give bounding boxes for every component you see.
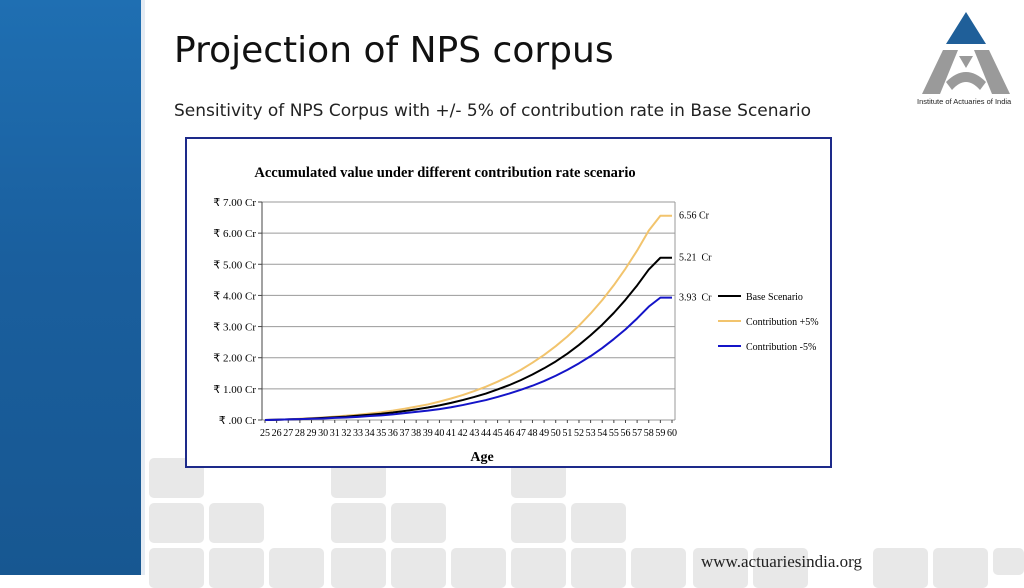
y-tick-label: ₹ 6.00 Cr	[213, 228, 256, 240]
x-tick-label: 46	[504, 428, 514, 439]
x-tick-label: 31	[330, 428, 340, 439]
end-label-layer: 5.21 Cr 6.56 Cr 3.93 Cr	[679, 211, 712, 304]
bg-tile	[993, 548, 1024, 575]
bg-tile	[149, 548, 204, 588]
series-end-label: 5.21 Cr	[679, 253, 712, 264]
x-axis-label: Age	[470, 450, 493, 465]
bg-tile	[331, 503, 386, 543]
x-tick-label: 25	[260, 428, 270, 439]
x-tick-label: 52	[574, 428, 584, 439]
chart-frame	[185, 137, 832, 468]
bg-tile	[571, 548, 626, 588]
logo-blue-triangle	[946, 12, 986, 44]
x-tick-label: 36	[388, 428, 398, 439]
x-tick-label: 43	[469, 428, 479, 439]
x-tick-label: 50	[551, 428, 561, 439]
x-tick-label: 29	[307, 428, 317, 439]
x-tick-label: 58	[644, 428, 654, 439]
legend-label: Contribution +5%	[746, 317, 819, 328]
x-tick-label: 59	[655, 428, 665, 439]
y-tick-label: ₹ 3.00 Cr	[213, 322, 256, 334]
bg-tile	[873, 548, 928, 588]
line-chart: Accumulated value under different contri…	[213, 165, 819, 465]
x-tick-label: 48	[527, 428, 537, 439]
x-tick-label: 49	[539, 428, 549, 439]
bg-tile	[511, 548, 566, 588]
x-tick-label: 44	[481, 428, 491, 439]
x-tick-label: 47	[516, 428, 526, 439]
y-tick-label: ₹ 2.00 Cr	[213, 353, 256, 365]
logo-grey-center	[959, 56, 973, 68]
bg-tile	[631, 548, 686, 588]
axis-layer: ₹ .00 Cr ₹ 1.00 Cr ₹ 2.00 Cr ₹ 3.00 Cr ₹ 4.0…	[213, 197, 677, 439]
x-tick-label: 42	[458, 428, 468, 439]
x-tick-label: 35	[376, 428, 386, 439]
logo-grey-left	[922, 50, 958, 94]
x-tick-label: 51	[562, 428, 572, 439]
x-tick-label: 55	[609, 428, 619, 439]
bg-tile	[331, 548, 386, 588]
x-tick-label: 57	[632, 428, 642, 439]
bg-tile	[209, 503, 264, 543]
bg-tile	[269, 548, 324, 588]
x-tick-label: 56	[620, 428, 630, 439]
bg-tile	[209, 548, 264, 588]
x-tick-label: 53	[586, 428, 596, 439]
series-end-label: 6.56 Cr	[679, 211, 710, 222]
bg-tile	[511, 503, 566, 543]
y-tick-label: ₹ 7.00 Cr	[213, 197, 256, 209]
x-tick-label: 60	[667, 428, 677, 439]
y-tick-label: ₹ 4.00 Cr	[213, 290, 256, 302]
x-tick-label: 33	[353, 428, 363, 439]
x-tick-label: 32	[341, 428, 351, 439]
footer-url: www.actuariesindia.org	[701, 552, 862, 571]
series-layer	[264, 214, 672, 421]
page-title: Projection of NPS corpus	[174, 30, 614, 71]
x-tick-label: 39	[423, 428, 433, 439]
logo-grey-right	[974, 50, 1010, 94]
bg-tile	[451, 548, 506, 588]
legend-label: Base Scenario	[746, 292, 803, 303]
x-tick-label: 34	[365, 428, 375, 439]
x-tick-label: 30	[318, 428, 328, 439]
chart-title: Accumulated value under different contri…	[254, 165, 635, 181]
series-line	[264, 256, 672, 421]
series-line	[264, 296, 672, 421]
bg-tile	[571, 503, 626, 543]
bg-tile	[149, 503, 204, 543]
x-tick-label: 45	[493, 428, 503, 439]
legend-label: Contribution -5%	[746, 342, 816, 353]
x-tick-label: 38	[411, 428, 421, 439]
series-end-label: 3.93 Cr	[679, 293, 712, 304]
x-tick-label: 37	[400, 428, 410, 439]
page-subtitle: Sensitivity of NPS Corpus with +/- 5% of…	[174, 101, 812, 121]
x-tick-label: 28	[295, 428, 305, 439]
logo-caption: Institute of Actuaries of India	[917, 97, 1012, 106]
y-tick-label: ₹ .00 Cr	[219, 415, 257, 427]
x-tick-label: 40	[434, 428, 444, 439]
bg-tile	[391, 548, 446, 588]
y-tick-label: ₹ 5.00 Cr	[213, 259, 256, 271]
legend: Base Scenario Contribution +5% Contributio…	[718, 292, 819, 353]
iai-logo	[922, 12, 1010, 94]
x-tick-label: 41	[446, 428, 456, 439]
logo-grey-arc	[946, 72, 986, 90]
x-tick-label: 54	[597, 428, 607, 439]
side-bar	[0, 0, 145, 575]
bg-tile	[391, 503, 446, 543]
grid-layer	[262, 201, 675, 421]
y-tick-label: ₹ 1.00 Cr	[213, 384, 256, 396]
bg-tile	[933, 548, 988, 588]
x-tick-label: 27	[283, 428, 293, 439]
x-tick-label: 26	[272, 428, 282, 439]
